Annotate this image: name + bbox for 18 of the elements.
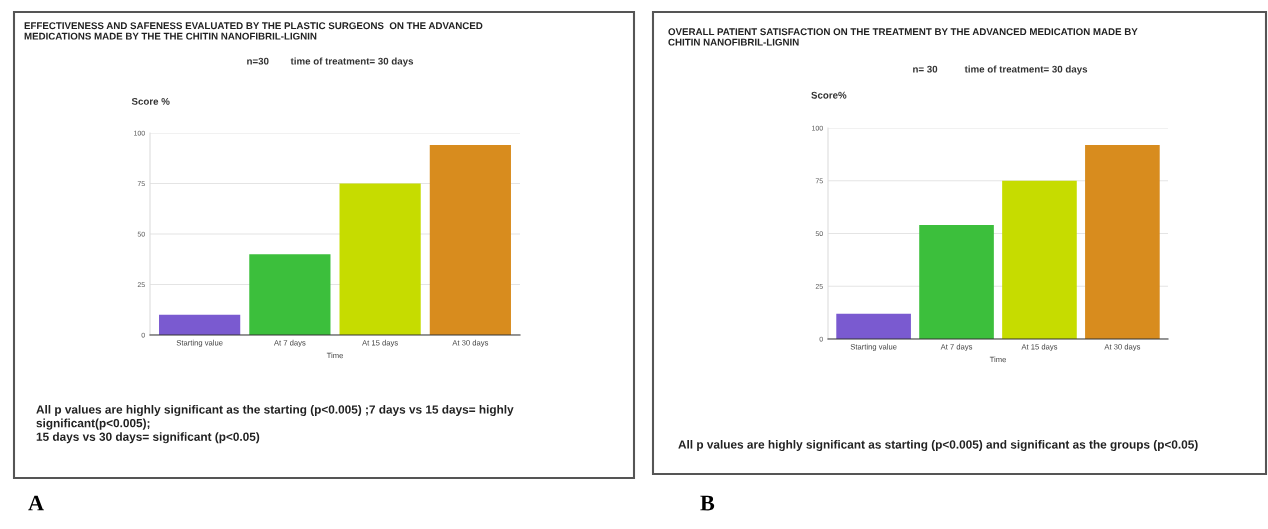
text: All p values are highly significant as the starting (p<0.005) ;7 days vs 15 days= highly significant(p<0.005); 15 days vs 30 days= significant (p<0.05): [36, 405, 514, 444]
chart-title: EFFECTIVENESS AND SAFENESS EVALUATED BY THE PLASTIC SURGEONS ON THE ADVANCED MEDICATIONS MADE BY THE THE CHITIN NANOFIBRIL-LIGNIN: [24, 22, 483, 40]
text: All p values are highly significant as starting (p<0.005) and significant as the groups (p<0.05): [678, 440, 1198, 452]
text: B: [700, 495, 715, 511]
bar: [429, 145, 511, 335]
chart-title: OVERALL PATIENT SATISFACTION ON THE TREATMENT BY THE ADVANCED MEDICATION MADE BY CHITIN NANOFIBRIL-LIGNIN: [668, 28, 1138, 46]
bar: [339, 183, 421, 335]
bar: [836, 313, 911, 339]
chart-subtitle: n= 30 time of treatment= 30 days: [913, 65, 1088, 75]
text: A: [28, 495, 44, 511]
bar: [919, 225, 994, 339]
bar: [249, 254, 331, 335]
bar: [159, 314, 241, 335]
y-axis-title: Score%: [811, 91, 847, 99]
bar: [1002, 180, 1077, 339]
y-axis-title: Score %: [131, 97, 170, 105]
chart-subtitle: n=30 time of treatment= 30 days: [247, 57, 414, 67]
bar: [1085, 144, 1160, 339]
